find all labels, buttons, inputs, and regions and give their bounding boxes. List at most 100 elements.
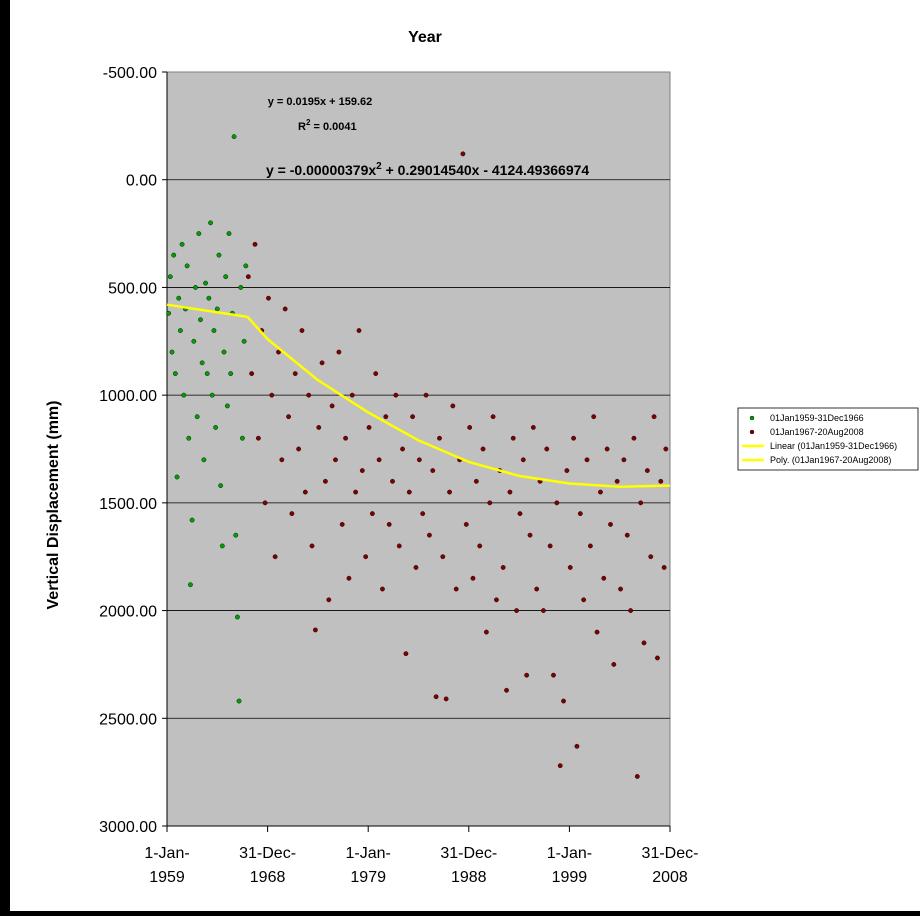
data-point (460, 151, 466, 157)
data-point (184, 263, 190, 269)
data-point (366, 425, 372, 430)
data-point (663, 446, 669, 452)
data-point (554, 500, 560, 506)
trendline-2 (166, 303, 248, 319)
data-point (618, 586, 623, 592)
data-point (241, 338, 247, 344)
data-point (658, 478, 664, 484)
r-squared-exponent: 2 (306, 118, 311, 127)
data-point (255, 435, 261, 441)
data-point (661, 565, 667, 570)
data-point (188, 582, 193, 588)
data-point (490, 414, 496, 420)
data-point (467, 425, 473, 430)
data-point (641, 640, 647, 646)
data-point (648, 554, 654, 560)
data-point (339, 522, 345, 527)
x-tick-label-line1: 31-Dec- (440, 845, 497, 862)
legend-marker (749, 415, 755, 421)
r-squared: R2 = 0.0041 (298, 118, 357, 133)
data-point (262, 500, 268, 506)
data-point (483, 629, 489, 635)
data-point (520, 457, 526, 463)
data-point (266, 295, 271, 301)
x-tick-label-line2: 1988 (451, 869, 487, 886)
data-point (226, 231, 232, 236)
data-point (564, 468, 570, 473)
y-tick-label: 500.00 (108, 280, 157, 297)
data-point (420, 511, 426, 517)
data-point (386, 522, 392, 527)
data-point (236, 698, 242, 704)
data-point (510, 435, 516, 441)
data-point (198, 317, 203, 323)
data-point (272, 554, 278, 560)
scatter-chart: Year Vertical Displacement (mm) -500.00 0… (45, 29, 919, 886)
data-point (567, 565, 573, 570)
data-point (228, 371, 234, 376)
data-point (306, 392, 312, 398)
poly-equation-start: y = -0.00000379x (266, 162, 376, 178)
data-point (343, 435, 348, 441)
data-point (504, 687, 509, 693)
x-tick-label: 1-Jan- 1959 (144, 845, 189, 886)
data-point (463, 522, 469, 527)
data-point (194, 414, 200, 420)
data-point (634, 774, 640, 779)
y-axis-label: Vertical Displacement (mm) (45, 401, 62, 610)
data-point (299, 328, 305, 333)
data-point (494, 597, 499, 603)
data-point (437, 435, 442, 441)
data-point (199, 360, 205, 366)
x-tick-label: 1-Jan- 1979 (346, 845, 391, 886)
trendline-3 (246, 316, 671, 488)
data-point (413, 565, 419, 570)
chart-title: Year (408, 29, 442, 46)
data-point (172, 371, 178, 376)
y-tick-label: 2500.00 (99, 711, 157, 728)
data-point (530, 425, 536, 430)
data-point (470, 575, 476, 581)
data-point (289, 511, 295, 517)
data-point (233, 532, 239, 538)
data-point (319, 360, 325, 366)
data-point (316, 425, 322, 430)
data-point (541, 608, 546, 613)
legend-label: 01Jan1967-20Aug2008 (770, 427, 864, 437)
data-point (346, 575, 352, 581)
legend-label: 01Jan1959-31Dec1966 (770, 413, 864, 423)
data-point (430, 468, 436, 473)
data-point (240, 435, 245, 441)
data-point (252, 241, 258, 247)
data-point (235, 614, 240, 620)
data-point (181, 392, 187, 398)
data-point (621, 457, 627, 463)
data-point (624, 532, 630, 538)
data-point (204, 371, 210, 376)
data-point (406, 489, 412, 495)
x-tick-label-line1: 1-Jan- (547, 845, 592, 862)
x-tick-label-line2: 1968 (250, 869, 286, 886)
data-point (214, 306, 220, 312)
data-point (587, 543, 593, 549)
data-point (208, 220, 213, 226)
data-point (309, 543, 315, 549)
data-point (369, 511, 375, 517)
data-point (584, 457, 590, 463)
data-point (400, 446, 405, 452)
legend-marker (749, 429, 755, 435)
data-point (286, 414, 291, 420)
data-point (547, 543, 553, 549)
data-point (238, 285, 244, 290)
y-tick-label: 0.00 (126, 173, 157, 190)
data-point (213, 425, 219, 430)
data-point (329, 403, 335, 409)
data-point (209, 392, 215, 398)
data-point (292, 371, 298, 376)
data-point (356, 328, 362, 333)
data-point (177, 328, 183, 333)
legend-label: Linear (01Jan1959-31Dec1966) (770, 441, 897, 451)
legend: 01Jan1959-31Dec1966 01Jan1967-20Aug2008 Li… (737, 407, 919, 471)
data-point (245, 274, 251, 280)
data-point (249, 371, 255, 376)
